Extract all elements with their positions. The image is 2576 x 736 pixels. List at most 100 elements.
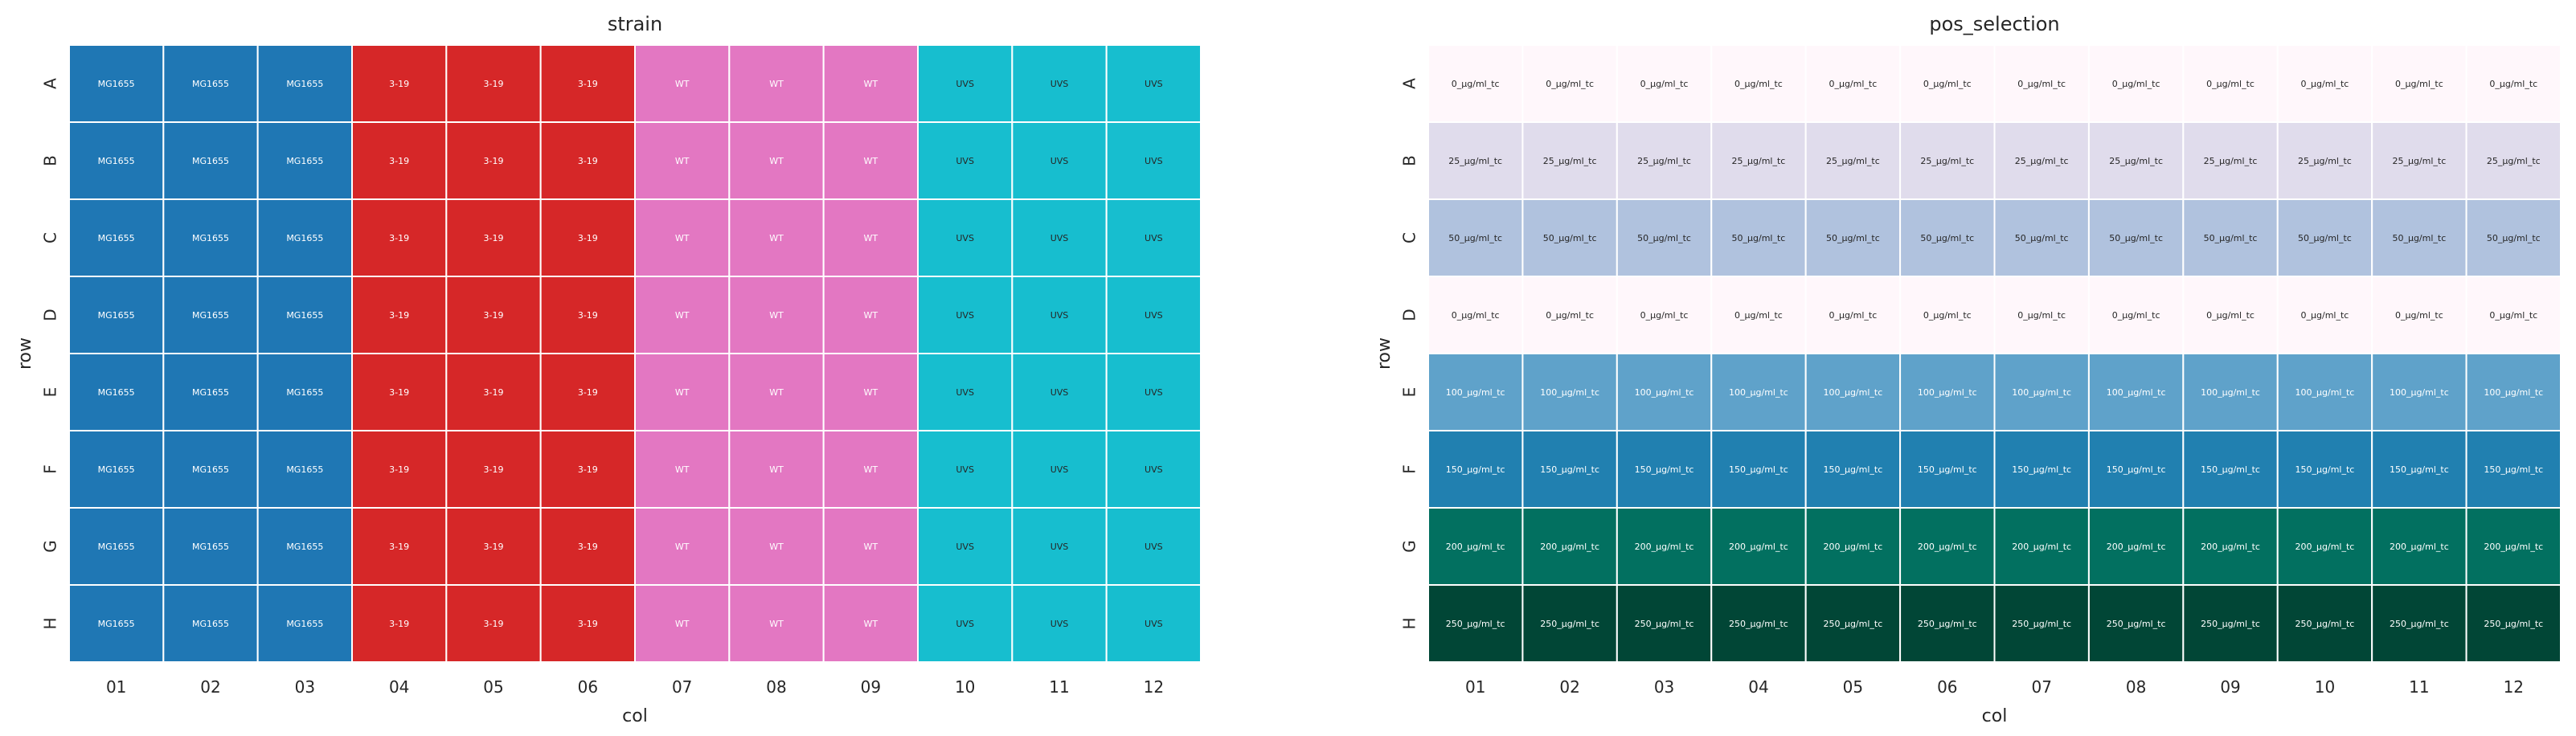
strain-cell-label: WT <box>675 233 690 243</box>
pos-selection-cell <box>1804 121 1902 200</box>
strain-cell-label: MG1655 <box>286 79 323 89</box>
pos-selection-cell <box>2371 44 2467 123</box>
strain-cell <box>634 430 731 509</box>
pos-selection-x-tick-label: 07 <box>2031 677 2051 697</box>
pos-selection-cell <box>2371 121 2467 200</box>
strain-cell <box>256 44 353 123</box>
strain-x-tick-label: 11 <box>1049 677 1069 697</box>
pos-selection-cell-label: 250_µg/ml_tc <box>2201 619 2260 629</box>
pos-selection-cell-label: 100_µg/ml_tc <box>1823 387 1882 398</box>
pos-selection-cell-label: 100_µg/ml_tc <box>1729 387 1788 398</box>
strain-x-tick-label: 02 <box>200 677 220 697</box>
pos-selection-cell <box>2276 430 2373 509</box>
pos-selection-cell-label: 25_µg/ml_tc <box>2109 156 2163 166</box>
strain-cell-label: UVS <box>1050 79 1069 89</box>
pos-selection-cell-label: 0_µg/ml_tc <box>2112 79 2160 89</box>
strain-cell <box>162 353 259 431</box>
strain-cell-label: MG1655 <box>192 542 229 552</box>
pos-selection-cell <box>1427 44 1524 123</box>
strain-cell <box>917 121 1014 200</box>
strain-cell-label: WT <box>675 310 690 321</box>
strain-cell-label: UVS <box>956 310 974 321</box>
strain-cell <box>728 353 825 431</box>
strain-cell <box>822 507 919 586</box>
pos-selection-cell-label: 100_µg/ml_tc <box>2295 387 2355 398</box>
strain-cell-label: UVS <box>956 464 974 475</box>
strain-cell <box>256 276 353 354</box>
pos-selection-y-tick-label: C <box>1400 232 1419 243</box>
pos-selection-cell-label: 150_µg/ml_tc <box>2107 464 2166 475</box>
pos-selection-cell <box>1993 276 2090 354</box>
strain-cell <box>634 353 731 431</box>
pos-selection-cell <box>2465 584 2562 663</box>
pos-selection-cell <box>1427 198 1524 277</box>
strain-cell-label: MG1655 <box>98 233 135 243</box>
strain-cell <box>728 584 825 663</box>
pos-selection-cell <box>2465 353 2562 431</box>
pos-selection-cell-label: 200_µg/ml_tc <box>1446 542 1505 552</box>
pos-selection-cell <box>2465 276 2562 354</box>
strain-cell-label: MG1655 <box>192 79 229 89</box>
strain-x-tick-label: 07 <box>672 677 692 697</box>
strain-cell-label: WT <box>864 542 878 552</box>
pos-selection-cell-label: 50_µg/ml_tc <box>2015 233 2069 243</box>
strain-cell-label: UVS <box>956 79 974 89</box>
pos-selection-cell <box>1993 430 2090 509</box>
pos-selection-cell-label: 0_µg/ml_tc <box>1452 79 1500 89</box>
strain-cell-label: 3-19 <box>484 233 504 243</box>
strain-cell <box>1011 507 1108 586</box>
pos-selection-cell <box>2465 121 2562 200</box>
pos-selection-cell-label: 0_µg/ml_tc <box>2206 310 2255 321</box>
pos-selection-x-tick-label: 02 <box>1559 677 1579 697</box>
pos-selection-cell-label: 200_µg/ml_tc <box>1729 542 1788 552</box>
pos-selection-cell-label: 250_µg/ml_tc <box>1823 619 1882 629</box>
strain-x-tick-label: 03 <box>295 677 315 697</box>
strain-cell <box>822 584 919 663</box>
pos-selection-cell-label: 0_µg/ml_tc <box>1734 79 1783 89</box>
pos-selection-cell-label: 100_µg/ml_tc <box>2484 387 2543 398</box>
pos-selection-cell-label: 200_µg/ml_tc <box>2012 542 2071 552</box>
pos-selection-cell-label: 150_µg/ml_tc <box>2484 464 2543 475</box>
strain-cell-label: WT <box>769 79 784 89</box>
pos-selection-cell-label: 200_µg/ml_tc <box>1540 542 1599 552</box>
strain-cell-label: 3-19 <box>578 542 598 552</box>
pos-selection-y-tick-label: B <box>1400 155 1419 166</box>
strain-cell <box>68 430 165 509</box>
strain-cell <box>445 198 542 277</box>
pos-selection-cell-label: 50_µg/ml_tc <box>2298 233 2352 243</box>
pos-selection-heatmap: 0_µg/ml_tc 0_µg/ml_tc 0_µg/ml_tc 0_µg/ml_tc… <box>1374 13 2562 726</box>
strain-cell <box>1011 584 1108 663</box>
pos-selection-cell <box>2182 44 2279 123</box>
strain-cell-label: UVS <box>1050 542 1069 552</box>
pos-selection-cell <box>1804 430 1902 509</box>
strain-cell-label: UVS <box>956 387 974 398</box>
strain-cell <box>1105 507 1202 586</box>
strain-cell <box>256 507 353 586</box>
pos-selection-cell-label: 0_µg/ml_tc <box>1546 79 1594 89</box>
pos-selection-cell-label: 250_µg/ml_tc <box>1540 619 1599 629</box>
pos-selection-cell <box>2465 44 2562 123</box>
pos-selection-cell <box>1710 507 1807 586</box>
strain-cell-label: UVS <box>1050 233 1069 243</box>
strain-cell-label: WT <box>675 156 690 166</box>
pos-selection-cell-label: 150_µg/ml_tc <box>1729 464 1788 475</box>
strain-cell <box>539 44 637 123</box>
pos-selection-cell <box>1710 121 1807 200</box>
strain-cell <box>68 44 165 123</box>
strain-cell <box>1105 44 1202 123</box>
strain-cell <box>1105 276 1202 354</box>
strain-cell-label: 3-19 <box>389 464 409 475</box>
pos-selection-cell <box>2371 584 2467 663</box>
strain-cell-label: 3-19 <box>389 387 409 398</box>
strain-cell <box>634 121 731 200</box>
pos-selection-x-tick-label: 06 <box>1937 677 1957 697</box>
pos-selection-cell-label: 50_µg/ml_tc <box>2109 233 2163 243</box>
strain-cell <box>728 121 825 200</box>
pos-selection-cell-label: 250_µg/ml_tc <box>1635 619 1694 629</box>
pos-selection-cell-label: 250_µg/ml_tc <box>2484 619 2543 629</box>
pos-selection-cell-label: 150_µg/ml_tc <box>2201 464 2260 475</box>
pos-selection-cell <box>2087 584 2185 663</box>
strain-cell-label: WT <box>864 619 878 629</box>
pos-selection-cell <box>2087 44 2185 123</box>
strain-cell <box>351 121 448 200</box>
